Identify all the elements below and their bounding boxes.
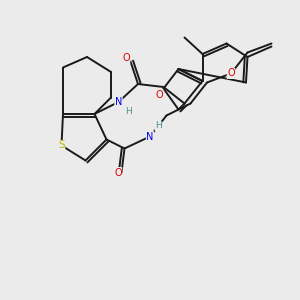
Text: O: O bbox=[155, 89, 163, 100]
Text: N: N bbox=[115, 97, 122, 107]
Text: S: S bbox=[58, 140, 65, 151]
Text: N: N bbox=[146, 131, 154, 142]
Text: O: O bbox=[114, 167, 122, 178]
Text: O: O bbox=[122, 53, 130, 64]
Text: H: H bbox=[155, 122, 162, 130]
Text: O: O bbox=[227, 68, 235, 79]
Text: H: H bbox=[126, 106, 132, 116]
